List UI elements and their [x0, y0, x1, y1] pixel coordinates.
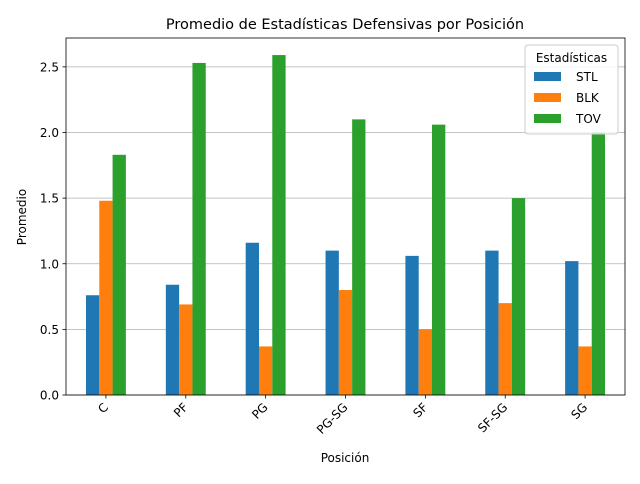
legend-label-blk: BLK — [576, 91, 600, 105]
bar-tov-sf-sg — [511, 198, 526, 395]
x-tick-label: PG-SG — [314, 400, 351, 437]
bar-tov-sg — [591, 132, 606, 395]
bar-tov-pg-sg — [352, 119, 366, 395]
bar-tov-c — [112, 154, 126, 395]
bars — [85, 55, 606, 395]
legend-label-stl: STL — [576, 70, 598, 84]
y-axis-label: Promedio — [15, 189, 29, 245]
plot-frame — [65, 37, 626, 396]
x-tick-label: PG — [249, 400, 271, 422]
bar-stl-c — [85, 295, 100, 395]
y-tick-label: 0.0 — [40, 389, 59, 403]
legend-swatch-blk — [534, 93, 561, 102]
bar-stl-sf-sg — [485, 250, 499, 395]
y-tick-label: 0.5 — [40, 323, 59, 337]
x-axis-label: Posición — [321, 451, 370, 465]
legend-swatch-stl — [534, 72, 561, 81]
x-tick-label: SF-SG — [475, 400, 510, 435]
chart-title: Promedio de Estadísticas Defensivas por … — [166, 17, 524, 33]
x-tick-label: C — [95, 400, 111, 416]
bar-tov-sf — [432, 124, 446, 395]
y-tick-label: 1.5 — [40, 192, 59, 206]
bar-blk-c — [99, 200, 113, 395]
bar-blk-pg — [258, 346, 273, 395]
y-tick-label: 2.5 — [40, 60, 59, 74]
bar-blk-sg — [578, 346, 592, 395]
x-tick-label: PF — [171, 400, 191, 420]
bar-stl-pg — [245, 242, 259, 395]
y-tick-label: 2.0 — [40, 126, 59, 140]
y-tick-label: 1.0 — [40, 257, 59, 271]
bar-stl-pg-sg — [325, 250, 339, 395]
legend-label-tov: TOV — [575, 112, 602, 126]
x-tick-label: SF — [410, 400, 430, 420]
bar-blk-sf — [418, 329, 433, 395]
bar-stl-pf — [165, 284, 180, 395]
x-tick-label: SG — [568, 400, 590, 422]
bar-blk-sf-sg — [498, 303, 512, 395]
bar-tov-pg — [272, 55, 286, 395]
bar-blk-pf — [179, 304, 193, 395]
legend-title: Estadísticas — [536, 51, 607, 65]
bar-stl-sf — [405, 255, 419, 395]
legend: Estadísticas STL BLK TOV — [524, 44, 619, 135]
bar-blk-pg-sg — [338, 290, 353, 395]
bar-stl-sg — [565, 261, 579, 395]
legend-box — [524, 44, 619, 135]
bar-tov-pf — [192, 62, 206, 395]
legend-swatch-tov — [534, 114, 561, 123]
